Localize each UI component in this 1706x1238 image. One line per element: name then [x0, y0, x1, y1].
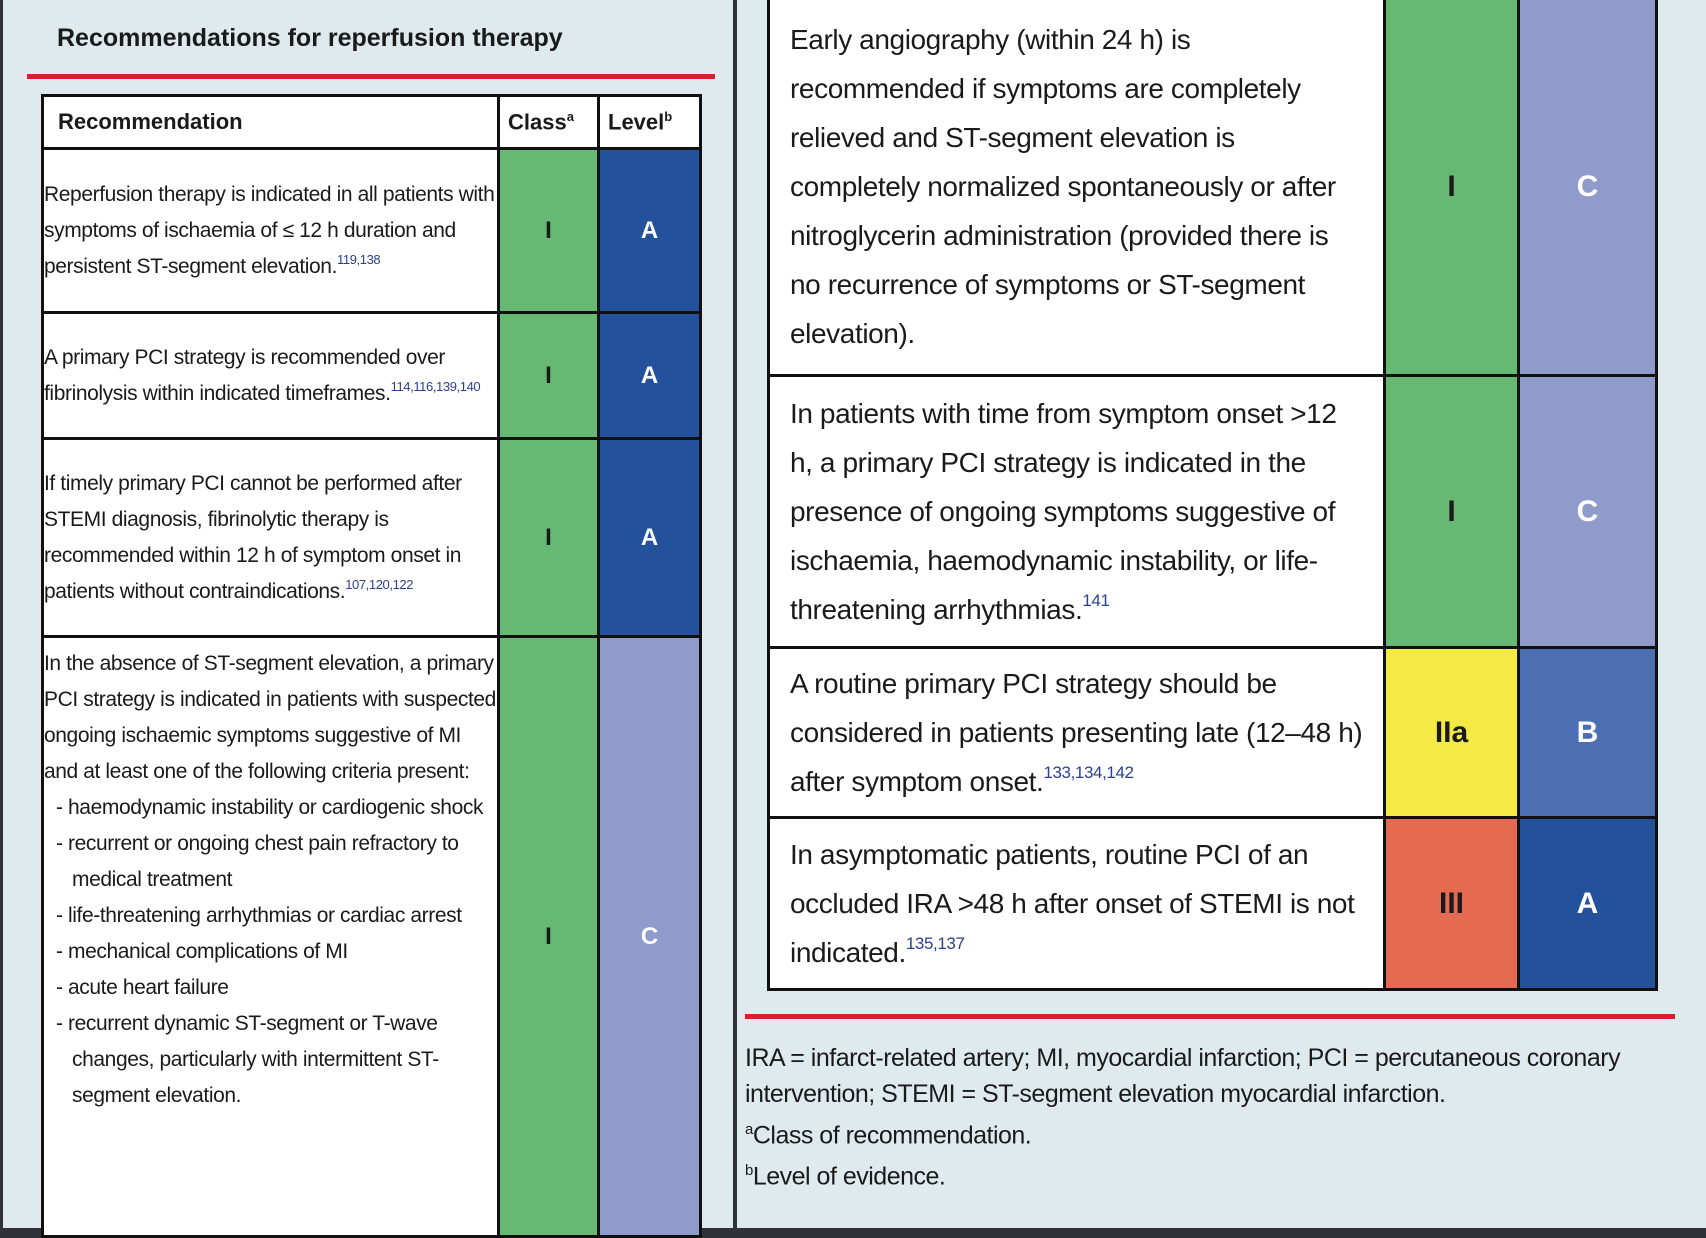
footnote-b-text: Level of evidence.: [752, 1162, 946, 1191]
level-cell: C: [597, 635, 702, 1238]
recommendation-text: In the absence of ST-segment elevation, …: [41, 635, 500, 1238]
level-cell: A: [597, 311, 702, 440]
left-panel: Recommendations for reperfusion therapy …: [3, 0, 733, 1238]
reference-superscript: 135,137: [905, 934, 965, 953]
table-row: In the absence of ST-segment elevation, …: [41, 635, 702, 1238]
criterion-item: - haemodynamic instability or cardiogeni…: [56, 796, 484, 819]
reference-superscript: 141: [1082, 591, 1110, 610]
class-cell: III: [1383, 816, 1520, 991]
criterion-item: - recurrent dynamic ST-segment or T-wave…: [56, 1012, 439, 1107]
recommendation-text: Early angiography (within 24 h) is recom…: [767, 0, 1386, 377]
right-recommendation-table: Early angiography (within 24 h) is recom…: [767, 0, 1658, 991]
header-class: Classa: [497, 94, 600, 150]
class-cell: I: [1383, 374, 1520, 649]
recommendation-text: A routine primary PCI strategy should be…: [767, 646, 1386, 819]
class-cell: I: [497, 147, 600, 314]
recommendation-text: If timely primary PCI cannot be performe…: [41, 437, 500, 638]
level-cell: B: [1517, 646, 1658, 819]
header-level-label: Level: [608, 109, 665, 135]
level-cell: A: [597, 147, 702, 314]
level-cell: C: [1517, 0, 1658, 377]
table-row: In asymptomatic patients, routine PCI of…: [767, 816, 1658, 991]
recommendations-title: Recommendations for reperfusion therapy: [57, 24, 563, 52]
footnote-a-text: Class of recommendation.: [752, 1121, 1032, 1150]
recommendation-intro: In the absence of ST-segment elevation, …: [44, 652, 496, 783]
class-cell: I: [497, 437, 600, 638]
class-cell: I: [497, 311, 600, 440]
reference-superscript: 114,116,139,140: [390, 378, 481, 394]
header-recommendation: Recommendation: [41, 94, 500, 150]
footnote-a: aClass of recommendation.: [745, 1112, 1695, 1153]
criterion-item: - mechanical complications of MI: [56, 940, 348, 963]
class-cell: IIa: [1383, 646, 1520, 819]
level-footnote-marker: b: [664, 108, 673, 124]
abbreviations-note: IRA = infarct-related artery; MI, myocar…: [745, 1044, 1621, 1108]
reference-superscript: 119,138: [337, 251, 381, 267]
footnote-b-marker: b: [745, 1162, 753, 1180]
table-row: Reperfusion therapy is indicated in all …: [41, 147, 702, 314]
left-recommendation-table: Recommendation Classa Levelb Reperfusion…: [41, 94, 702, 1238]
criterion-item: - life-threatening arrhythmias or cardia…: [56, 904, 462, 927]
reference-superscript: 107,120,122: [345, 576, 414, 592]
recommendation-text: In patients with time from symptom onset…: [767, 374, 1386, 649]
footnote-a-marker: a: [745, 1121, 753, 1138]
table-row: A primary PCI strategy is recommended ov…: [41, 311, 702, 440]
table-row: In patients with time from symptom onset…: [767, 374, 1658, 649]
recommendation-text: In asymptomatic patients, routine PCI of…: [767, 816, 1386, 991]
level-cell: A: [597, 437, 702, 638]
footnotes: IRA = infarct-related artery; MI, myocar…: [745, 1040, 1695, 1195]
class-footnote-marker: a: [566, 108, 574, 124]
criterion-item: - recurrent or ongoing chest pain refrac…: [56, 832, 459, 891]
footer-rule: [745, 1014, 1675, 1019]
header-class-label: Class: [508, 109, 567, 135]
footnote-b: bLevel of evidence.: [745, 1153, 1695, 1194]
level-cell: A: [1517, 816, 1658, 991]
recommendation-text: Reperfusion therapy is indicated in all …: [41, 147, 500, 314]
criterion-item: - acute heart failure: [56, 976, 229, 999]
table-header-row: Recommendation Classa Levelb: [41, 94, 702, 150]
class-cell: I: [497, 635, 600, 1238]
right-panel: Early angiography (within 24 h) is recom…: [737, 0, 1706, 1228]
title-rule: [27, 74, 715, 79]
table-row: If timely primary PCI cannot be performe…: [41, 437, 702, 638]
header-level: Levelb: [597, 94, 702, 150]
table-row: Early angiography (within 24 h) is recom…: [767, 0, 1658, 377]
recommendation-text: A primary PCI strategy is recommended ov…: [41, 311, 500, 440]
class-cell: I: [1383, 0, 1520, 377]
level-cell: C: [1517, 374, 1658, 649]
header-recommendation-label: Recommendation: [58, 109, 243, 134]
table-row: A routine primary PCI strategy should be…: [767, 646, 1658, 819]
reference-superscript: 133,134,142: [1043, 763, 1134, 782]
